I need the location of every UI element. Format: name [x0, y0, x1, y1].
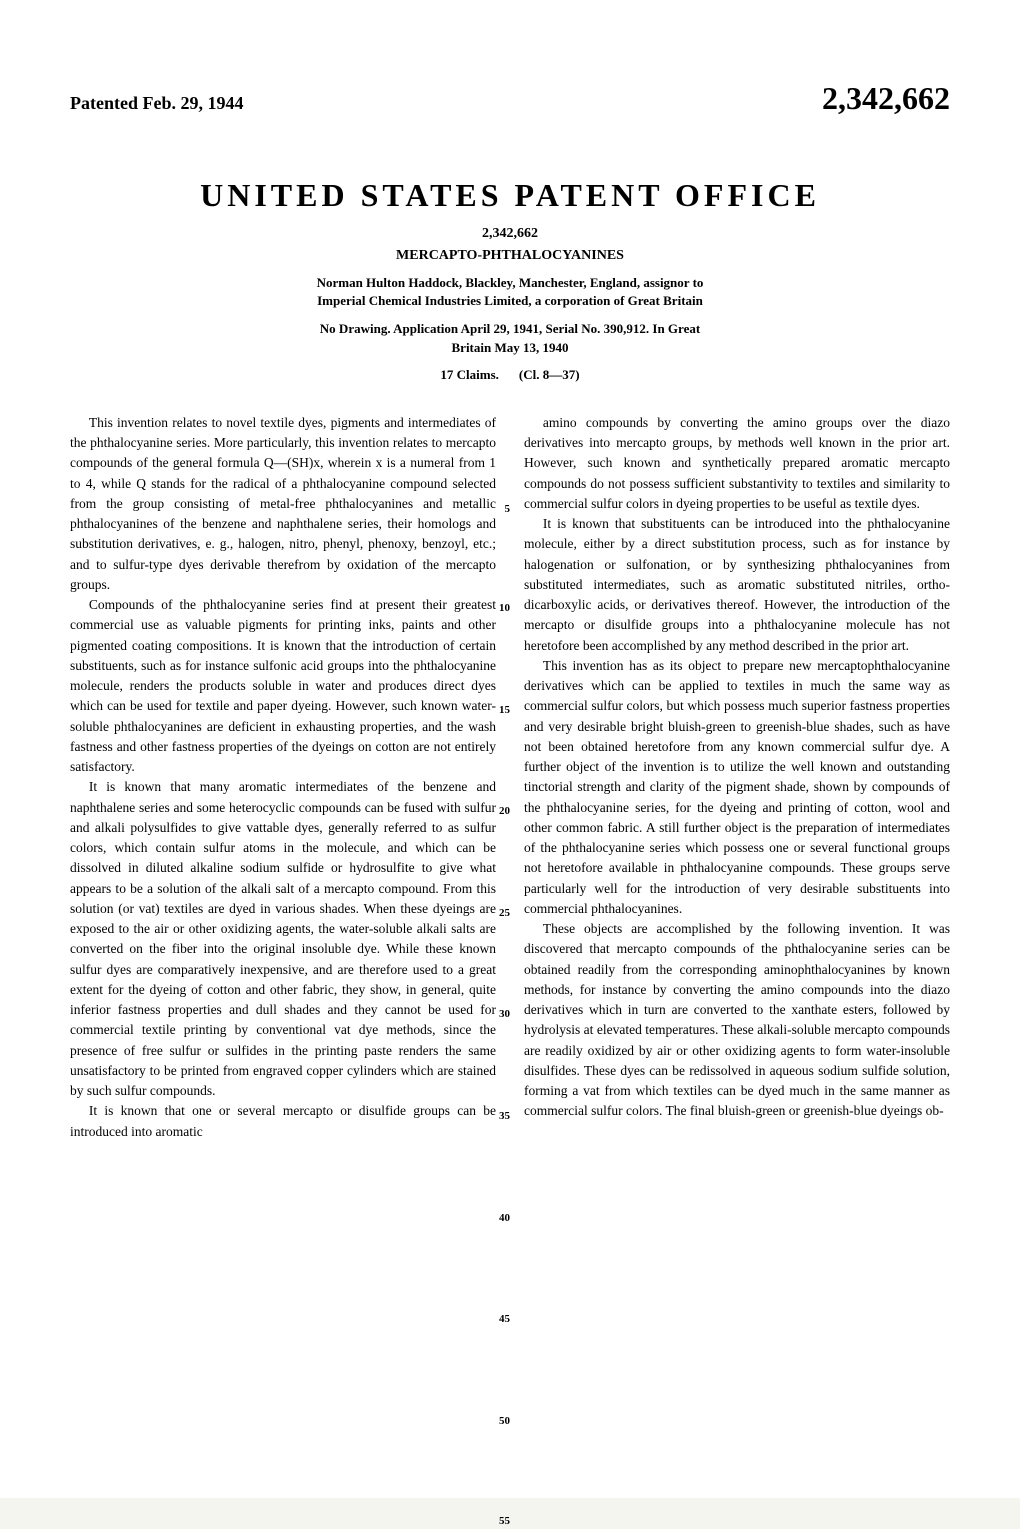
- para-l2: Compounds of the phthalocyanine series f…: [70, 595, 496, 777]
- para-r3: This invention has as its object to prep…: [524, 656, 950, 919]
- para-r2: It is known that substituents can be int…: [524, 514, 950, 656]
- line-number: 45: [499, 1311, 510, 1328]
- inventor-info: Norman Hulton Haddock, Blackley, Manches…: [300, 274, 720, 310]
- line-number: 5: [505, 501, 511, 518]
- column-left: This invention relates to novel textile …: [70, 413, 496, 1142]
- line-number: 20: [499, 803, 510, 820]
- para-l3: It is known that many aromatic intermedi…: [70, 777, 496, 1101]
- para-l4: It is known that one or several mercapto…: [70, 1101, 496, 1142]
- para-r4: These objects are accomplished by the fo…: [524, 919, 950, 1122]
- classification: (Cl. 8—37): [519, 367, 580, 383]
- subtitle-block: 2,342,662 MERCAPTO-PHTHALOCYANINES Norma…: [70, 226, 950, 383]
- line-number: 10: [499, 600, 510, 617]
- para-l1: This invention relates to novel textile …: [70, 413, 496, 595]
- body-columns: This invention relates to novel textile …: [70, 413, 950, 1142]
- claims-count: 17 Claims.: [440, 367, 499, 383]
- line-number: 25: [499, 905, 510, 922]
- patent-number-small: 2,342,662: [70, 226, 950, 242]
- line-number: 35: [499, 1108, 510, 1125]
- invention-title: MERCAPTO-PHTHALOCYANINES: [70, 248, 950, 264]
- patent-number-large: 2,342,662: [822, 80, 950, 117]
- column-right: amino compounds by converting the amino …: [524, 413, 950, 1142]
- line-number: 55: [499, 1513, 510, 1529]
- line-number: 40: [499, 1210, 510, 1227]
- para-r1: amino compounds by converting the amino …: [524, 413, 950, 514]
- line-number: 30: [499, 1006, 510, 1023]
- office-title: UNITED STATES PATENT OFFICE: [70, 177, 950, 214]
- application-info: No Drawing. Application April 29, 1941, …: [300, 320, 720, 356]
- line-number: 15: [499, 702, 510, 719]
- patent-page: Patented Feb. 29, 1944 2,342,662 UNITED …: [0, 0, 1020, 1498]
- header-row: Patented Feb. 29, 1944 2,342,662: [70, 80, 950, 117]
- line-number: 50: [499, 1413, 510, 1430]
- patent-date: Patented Feb. 29, 1944: [70, 93, 243, 114]
- claims-row: 17 Claims. (Cl. 8—37): [70, 367, 950, 383]
